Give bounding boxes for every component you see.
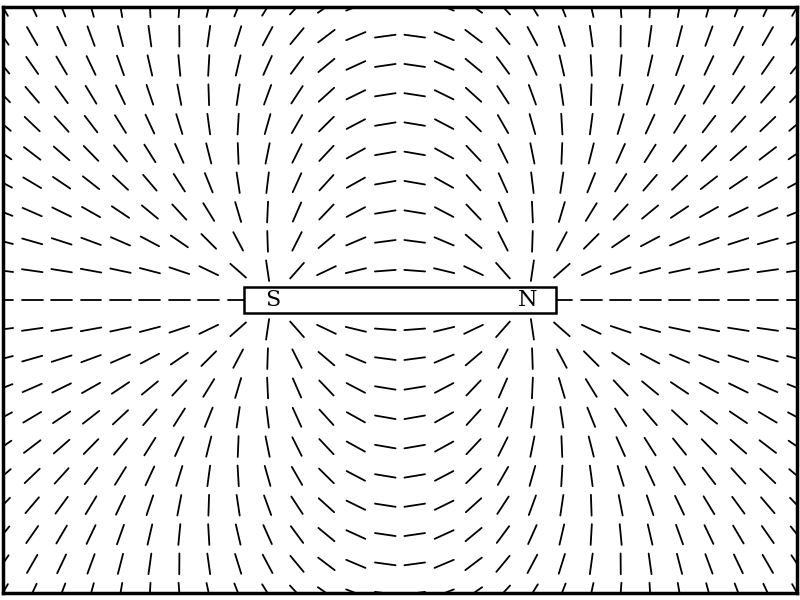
Text: S: S (265, 289, 280, 311)
Bar (244, 287, 556, 313)
Text: N: N (518, 289, 538, 311)
